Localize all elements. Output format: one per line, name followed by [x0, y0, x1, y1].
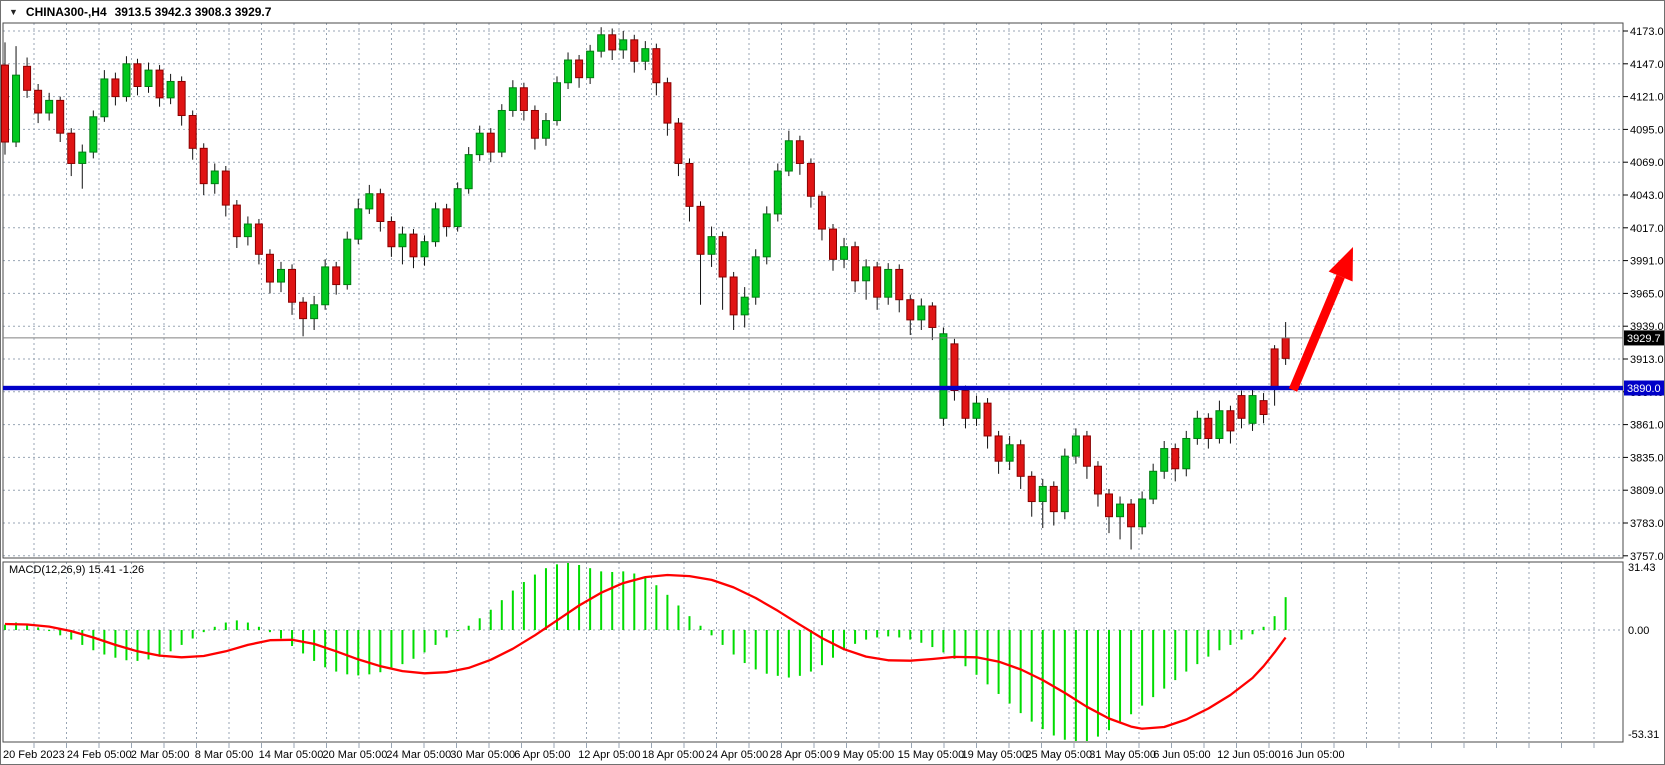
- trend-arrow-annotation: [1288, 247, 1353, 392]
- svg-text:20 Feb 2023: 20 Feb 2023: [3, 749, 65, 761]
- svg-text:18 Apr 05:00: 18 Apr 05:00: [642, 749, 704, 761]
- svg-text:4069.0: 4069.0: [1630, 157, 1664, 169]
- svg-text:6 Apr 05:00: 6 Apr 05:00: [514, 749, 570, 761]
- svg-text:24 Apr 05:00: 24 Apr 05:00: [706, 749, 768, 761]
- svg-text:12 Jun 05:00: 12 Jun 05:00: [1217, 749, 1281, 761]
- svg-text:14 Mar 05:00: 14 Mar 05:00: [259, 749, 324, 761]
- svg-text:3861.0: 3861.0: [1630, 420, 1664, 432]
- svg-text:4173.0: 4173.0: [1630, 26, 1664, 38]
- svg-text:12 Apr 05:00: 12 Apr 05:00: [578, 749, 640, 761]
- svg-text:15 May 05:00: 15 May 05:00: [898, 749, 965, 761]
- ohlc-readout: 3913.5 3942.3 3908.3 3929.7: [114, 4, 272, 19]
- svg-text:20 Mar 05:00: 20 Mar 05:00: [323, 749, 388, 761]
- svg-text:31 May 05:00: 31 May 05:00: [1089, 749, 1156, 761]
- symbol-dropdown-icon[interactable]: ▼: [9, 6, 18, 17]
- svg-text:30 Mar 05:00: 30 Mar 05:00: [450, 749, 515, 761]
- svg-text:3991.0: 3991.0: [1630, 256, 1664, 268]
- svg-text:2 Mar 05:00: 2 Mar 05:00: [131, 749, 190, 761]
- svg-text:4095.0: 4095.0: [1630, 124, 1664, 136]
- svg-text:31.43: 31.43: [1628, 562, 1656, 574]
- macd-indicator-label: MACD(12,26,9) 15.41 -1.26: [9, 564, 145, 576]
- price-axis: 4173.0 4147.0 4121.0 4095.0 4069.0 4043.0 4017…: [1623, 26, 1664, 563]
- pane-frames: [2, 22, 1624, 743]
- symbol-period-label: CHINA300-,H4: [25, 4, 107, 19]
- svg-text:3783.0: 3783.0: [1630, 518, 1664, 530]
- svg-text:24 Mar 05:00: 24 Mar 05:00: [386, 749, 451, 761]
- svg-text:4147.0: 4147.0: [1630, 59, 1664, 71]
- svg-text:6 Jun 05:00: 6 Jun 05:00: [1153, 749, 1211, 761]
- svg-text:4121.0: 4121.0: [1630, 92, 1664, 104]
- svg-text:4043.0: 4043.0: [1630, 190, 1664, 202]
- svg-text:3939.0: 3939.0: [1630, 321, 1664, 333]
- svg-text:9 May 05:00: 9 May 05:00: [834, 749, 895, 761]
- svg-text:3890.0: 3890.0: [1627, 383, 1661, 395]
- svg-text:16 Jun 05:00: 16 Jun 05:00: [1281, 749, 1345, 761]
- svg-text:24 Feb 05:00: 24 Feb 05:00: [67, 749, 132, 761]
- svg-text:3809.0: 3809.0: [1630, 485, 1664, 497]
- macd-histogram: [4, 563, 1287, 741]
- svg-text:25 May 05:00: 25 May 05:00: [1025, 749, 1092, 761]
- macd-signal-line: [4, 573, 1287, 730]
- candlesticks: [1, 27, 1290, 550]
- svg-text:3913.0: 3913.0: [1630, 354, 1664, 366]
- support-hline: [3, 385, 1623, 391]
- svg-text:28 Apr 05:00: 28 Apr 05:00: [770, 749, 832, 761]
- svg-text:8 Mar 05:00: 8 Mar 05:00: [195, 749, 254, 761]
- svg-text:3757.0: 3757.0: [1630, 551, 1664, 563]
- svg-text:4017.0: 4017.0: [1630, 223, 1664, 235]
- svg-text:3835.0: 3835.0: [1630, 452, 1664, 464]
- svg-text:-53.31: -53.31: [1628, 729, 1659, 741]
- svg-text:0.00: 0.00: [1628, 625, 1649, 637]
- svg-text:19 May 05:00: 19 May 05:00: [962, 749, 1029, 761]
- chart-title-bar: ▼ CHINA300-,H4 3913.5 3942.3 3908.3 3929…: [1, 1, 1664, 22]
- svg-text:3965.0: 3965.0: [1630, 288, 1664, 300]
- grid: [3, 23, 1623, 748]
- macd-axis: 31.43 0.00 -53.31: [1628, 562, 1659, 741]
- svg-text:3929.7: 3929.7: [1627, 333, 1661, 345]
- date-axis: 20 Feb 2023 24 Feb 05:00 2 Mar 05:00 8 Mar …: [3, 749, 1345, 761]
